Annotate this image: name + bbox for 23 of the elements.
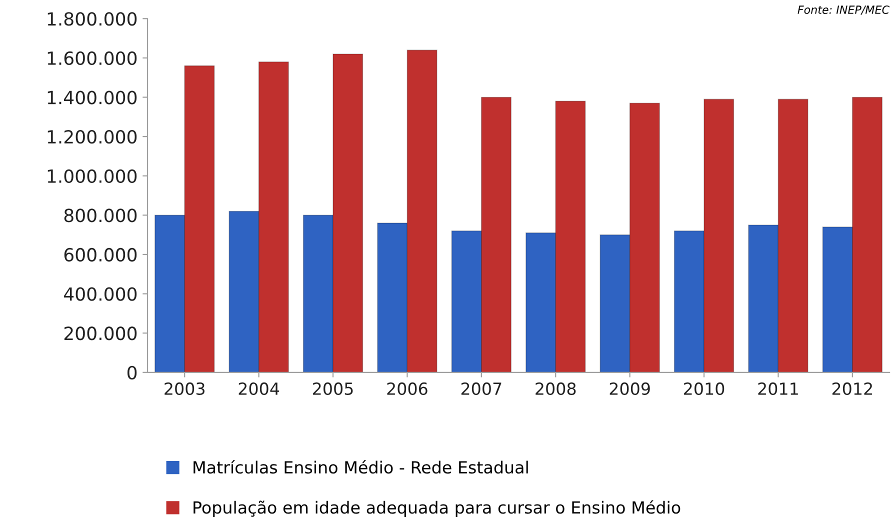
x-tick-label: 2012	[832, 382, 872, 396]
y-tick-label: 400.000	[64, 287, 137, 301]
y-tick-label: 1.600.000	[48, 51, 137, 66]
x-tick-label: 2005	[313, 382, 353, 396]
y-tick-label: 1.400.000	[48, 90, 137, 104]
legend-label: População em idade adequada para cursar o Ensino Médio	[194, 500, 680, 517]
y-tick-label: 800.000	[64, 208, 137, 222]
x-tick-label: 2003	[164, 382, 204, 396]
legend-label: Matrículas Ensino Médio - Rede Estadual	[194, 460, 528, 474]
x-tick-label: 2008	[536, 382, 576, 396]
x-tick-label: 2007	[461, 382, 502, 396]
x-tick-label: 2009	[610, 382, 650, 396]
y-tick-label: 1.800.000	[48, 12, 137, 26]
y-tick-label: 600.000	[64, 248, 137, 262]
source-note: Fonte: INEP/MEC	[798, 6, 890, 15]
x-tick-label: 2004	[238, 382, 280, 396]
y-tick-label: 1.000.000	[48, 169, 137, 183]
x-tick-label: 2006	[387, 382, 428, 396]
y-tick-label: 200.000	[64, 326, 137, 340]
x-tick-label: 2010	[684, 382, 724, 396]
x-tick-label: 2011	[758, 382, 798, 396]
y-tick-label: 1.200.000	[48, 130, 137, 144]
y-tick-label: 0	[127, 366, 137, 380]
